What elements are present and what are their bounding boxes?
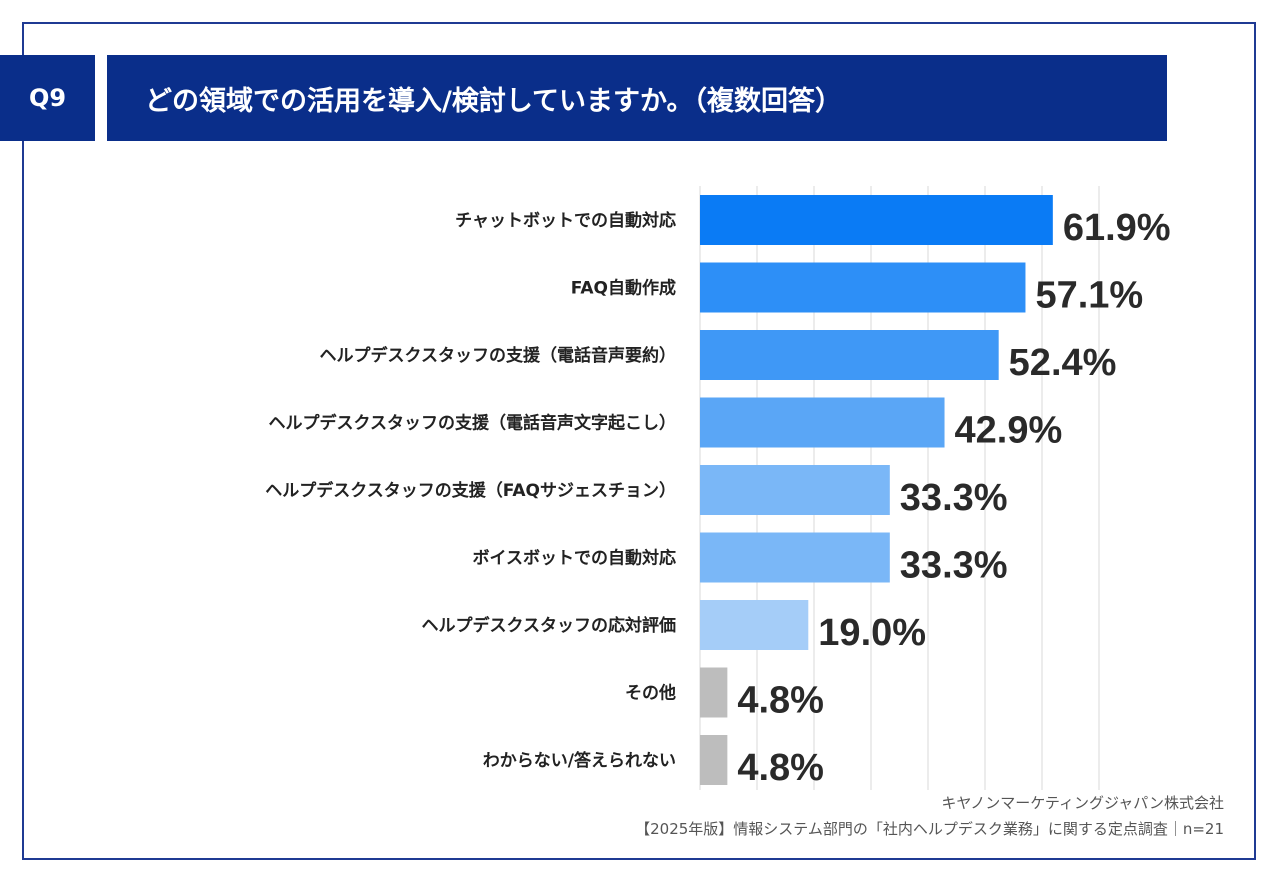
bar	[700, 195, 1053, 245]
value-label: 57.1%	[1035, 275, 1143, 317]
bar	[700, 600, 809, 650]
category-label: ヘルプデスクスタッフの応対評価	[422, 615, 677, 636]
footer-source: 【2025年版】情報システム部門の「社内ヘルプデスク業務」に関する定点調査｜n=…	[635, 820, 1224, 838]
value-label: 4.8%	[737, 680, 824, 722]
value-label: 33.3%	[900, 477, 1008, 519]
footer-company: キヤノンマーケティングジャパン株式会社	[941, 794, 1224, 812]
category-label: FAQ自動作成	[571, 278, 676, 299]
chart-frame	[22, 22, 1256, 860]
bar	[700, 262, 1026, 313]
category-label: その他	[625, 683, 676, 704]
value-label: 61.9%	[1063, 207, 1171, 249]
category-label: ヘルプデスクスタッフの支援（電話音声要約）	[320, 345, 677, 366]
category-label: チャットボットでの自動対応	[455, 210, 676, 231]
category-label: ヘルプデスクスタッフの支援（電話音声文字起こし）	[269, 413, 677, 434]
value-label: 33.3%	[900, 545, 1008, 587]
bar	[700, 397, 945, 448]
value-label: 19.0%	[818, 612, 926, 654]
question-badge: Q9	[0, 55, 95, 141]
category-label: ボイスボットでの自動対応	[473, 548, 677, 569]
category-label: ヘルプデスクスタッフの支援（FAQサジェスチョン）	[265, 480, 676, 501]
bar	[700, 667, 728, 718]
bar	[700, 735, 728, 785]
bar	[700, 465, 890, 515]
value-label: 52.4%	[1009, 342, 1117, 384]
bars	[700, 195, 1053, 785]
bar	[700, 532, 890, 583]
question-title: どの領域での活用を導入/検討していますか。（複数回答）	[107, 55, 1167, 141]
bar	[700, 330, 999, 380]
category-label: わからない/答えられない	[483, 750, 676, 771]
labels: チャットボットでの自動対応 61.9% FAQ自動作成 57.1% ヘルプデスクスタッフ…	[265, 207, 1170, 789]
value-label: 4.8%	[737, 747, 824, 789]
value-label: 42.9%	[955, 410, 1063, 452]
